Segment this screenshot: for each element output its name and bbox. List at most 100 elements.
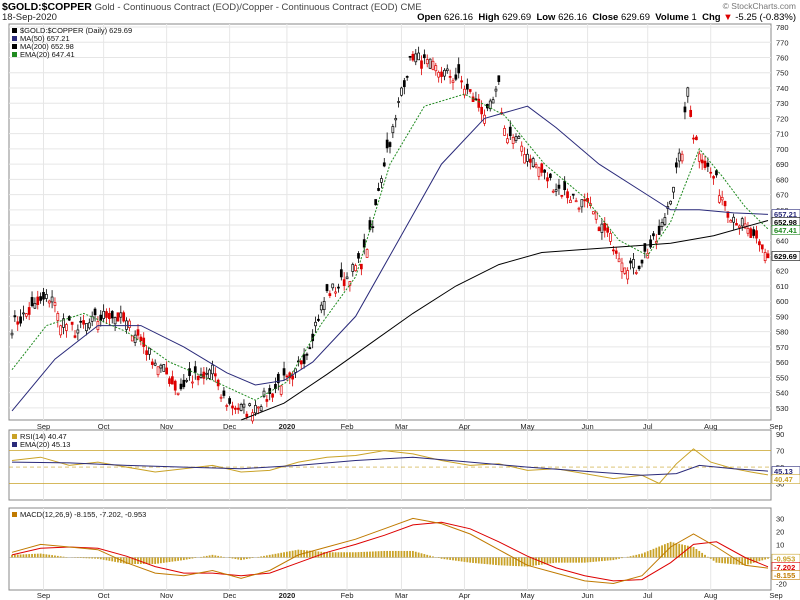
macd-histogram-bar bbox=[689, 546, 692, 558]
macd-histogram-bar bbox=[151, 557, 154, 564]
macd-histogram-bar bbox=[475, 557, 477, 564]
candle bbox=[534, 164, 538, 168]
candle bbox=[703, 160, 707, 168]
y-tick-label: 700 bbox=[776, 145, 789, 154]
candle bbox=[448, 76, 452, 78]
macd-histogram-bar bbox=[635, 554, 638, 558]
candle bbox=[254, 405, 257, 414]
macd-histogram-bar bbox=[618, 557, 620, 559]
macd-histogram-bar bbox=[82, 557, 85, 559]
candle bbox=[680, 153, 684, 162]
candle bbox=[148, 347, 151, 355]
candle bbox=[683, 106, 687, 113]
macd-histogram-bar bbox=[655, 547, 658, 558]
candle bbox=[225, 405, 229, 407]
macd-histogram-bar bbox=[191, 557, 194, 559]
macd-histogram-bar bbox=[380, 551, 383, 558]
macd-histogram-bar bbox=[543, 557, 546, 565]
macd-histogram-bar bbox=[340, 552, 343, 558]
candle bbox=[185, 379, 189, 382]
candle bbox=[637, 265, 641, 270]
macd-histogram-bar bbox=[97, 557, 99, 559]
candle bbox=[265, 399, 269, 402]
candle bbox=[554, 189, 558, 192]
macd-histogram-bar bbox=[265, 555, 268, 558]
macd-histogram-bar bbox=[489, 557, 492, 565]
macd-histogram-bar bbox=[532, 557, 535, 566]
x-tick-label: Jul bbox=[643, 591, 653, 600]
candle bbox=[749, 228, 753, 238]
candle bbox=[632, 259, 635, 269]
candle bbox=[176, 392, 180, 395]
candle bbox=[305, 353, 309, 356]
candle bbox=[205, 372, 209, 375]
candle bbox=[159, 364, 163, 369]
candle bbox=[171, 376, 174, 385]
candle bbox=[271, 393, 274, 398]
candle bbox=[606, 227, 609, 233]
macd-histogram-bar bbox=[420, 553, 423, 558]
macd-histogram-bar bbox=[721, 557, 724, 564]
candle bbox=[259, 406, 263, 412]
macd-histogram-bar bbox=[397, 550, 400, 558]
candle bbox=[480, 106, 483, 115]
candle bbox=[486, 104, 489, 109]
candle bbox=[30, 297, 34, 307]
x-tick-label: 2020 bbox=[279, 422, 296, 431]
symbol-description: Gold - Continuous Contract (EOD)/Copper … bbox=[94, 2, 398, 13]
candle bbox=[228, 398, 231, 404]
macd-histogram-bar bbox=[343, 552, 346, 558]
legend-swatch bbox=[12, 36, 17, 41]
candle bbox=[299, 360, 303, 365]
macd-histogram-bar bbox=[354, 552, 357, 558]
macd-value-tag: -0.953 bbox=[774, 555, 795, 564]
macd-histogram-bar bbox=[317, 551, 320, 558]
macd-histogram-bar bbox=[572, 557, 575, 563]
candle bbox=[405, 76, 409, 78]
candle bbox=[454, 74, 458, 80]
macd-histogram-bar bbox=[718, 557, 721, 563]
candle bbox=[110, 311, 114, 319]
candle bbox=[425, 59, 429, 65]
macd-histogram-bar bbox=[643, 552, 646, 558]
macd-histogram-bar bbox=[626, 556, 629, 558]
macd-histogram-bar bbox=[529, 557, 532, 567]
candle bbox=[334, 291, 337, 294]
macd-histogram-bar bbox=[91, 557, 94, 559]
macd-histogram-bar bbox=[727, 557, 729, 564]
macd-histogram-bar bbox=[202, 556, 205, 558]
candle bbox=[617, 258, 621, 263]
macd-histogram-bar bbox=[114, 557, 116, 562]
candle bbox=[339, 269, 343, 278]
macd-histogram-bar bbox=[563, 557, 566, 563]
candle bbox=[65, 324, 68, 331]
candle bbox=[434, 65, 438, 72]
macd-histogram-bar bbox=[658, 546, 661, 558]
candle bbox=[156, 366, 160, 376]
candle bbox=[302, 354, 306, 364]
legend-item: MA(200) 652.98 bbox=[20, 42, 74, 51]
macd-histogram-bar bbox=[306, 550, 308, 558]
macd-histogram-bar bbox=[486, 557, 489, 565]
macd-histogram-bar bbox=[19, 554, 22, 558]
macd-histogram-bar bbox=[237, 557, 240, 560]
candle bbox=[16, 321, 20, 325]
candle bbox=[709, 171, 713, 174]
x-tick-label: Sep bbox=[769, 591, 782, 600]
macd-histogram-bar bbox=[131, 557, 134, 564]
macd-histogram-bar bbox=[606, 557, 609, 561]
candle bbox=[669, 200, 672, 205]
candle bbox=[417, 52, 420, 61]
candle bbox=[514, 136, 518, 141]
legend-swatch bbox=[12, 442, 17, 447]
macd-histogram-bar bbox=[271, 554, 274, 558]
x-tick-label: Feb bbox=[341, 422, 354, 431]
macd-histogram-bar bbox=[291, 550, 294, 558]
macd-histogram-bar bbox=[177, 557, 179, 561]
macd-histogram-bar bbox=[560, 557, 563, 563]
candle bbox=[50, 296, 54, 303]
candle bbox=[282, 368, 286, 376]
macd-histogram-bar bbox=[371, 551, 374, 558]
candle bbox=[139, 336, 143, 342]
macd-histogram-bar bbox=[752, 557, 755, 563]
